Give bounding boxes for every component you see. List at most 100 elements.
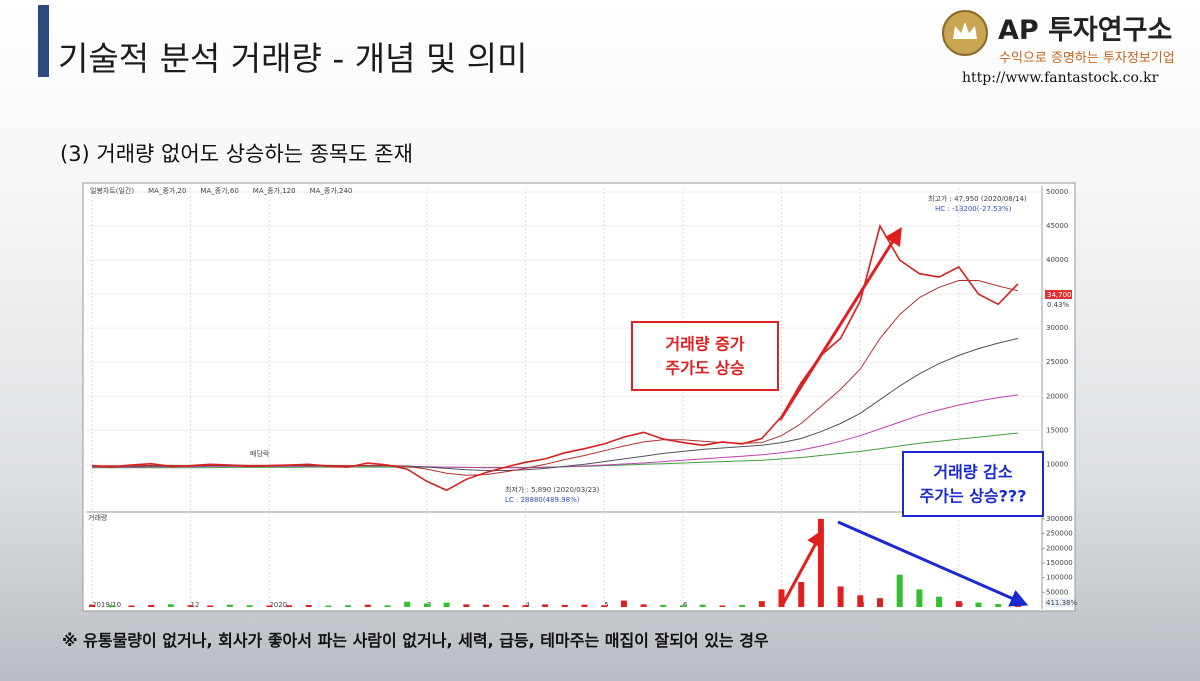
volume-bar [423, 603, 430, 607]
volume-bar [975, 602, 982, 607]
x-tick-label: 12 [191, 601, 200, 609]
volume-bar [857, 595, 864, 607]
chart-frame [82, 182, 1076, 612]
arrow [837, 520, 1029, 607]
volume-bar [522, 605, 529, 607]
volume-bar [778, 589, 785, 607]
callout-text: 거래량 감소 [933, 463, 1012, 482]
x-tick-label: 5 [604, 601, 608, 609]
x-tick-label: 2019/10 [92, 601, 121, 609]
chart-annotation: 최고가 : 47,950 (2020/08/14) [928, 194, 1027, 203]
y-tick-label: 30000 [1046, 324, 1068, 332]
volume-bar [758, 601, 765, 607]
logo-crown [953, 22, 977, 39]
y-tick-label: 25000 [1046, 358, 1068, 366]
volume-bar [502, 604, 509, 607]
chart-annotation: LC : 28880(489.98%) [505, 496, 580, 504]
chart-annotation: 배당락 [250, 449, 270, 458]
volume-bar [995, 604, 1002, 607]
chart-annotation: 최저가 : 5,890 (2020/03/23) [505, 485, 599, 494]
y-tick-label: 40000 [1046, 256, 1068, 264]
volume-bar [542, 604, 549, 607]
volume-bar [798, 582, 805, 607]
legend-label: 일봉차트(일간) [90, 186, 134, 195]
y-tick-label: 15000 [1046, 426, 1068, 434]
chart-annotation: 411.38% [1046, 599, 1077, 607]
volume-bar [620, 600, 627, 607]
callout-box [631, 321, 779, 391]
ratio-box [1045, 598, 1073, 607]
callout-box [902, 451, 1044, 517]
arrow [778, 226, 902, 421]
volume-bar [601, 605, 608, 607]
y-tick-label: 20000 [1046, 392, 1068, 400]
chart-annotation: HC : -13200(-27.53%) [935, 205, 1012, 213]
volume-bar [640, 604, 647, 607]
volume-tick-label: 250000 [1046, 530, 1073, 538]
logo-name: AP 투자연구소 [998, 15, 1173, 46]
volume-bar [108, 605, 115, 607]
y-tick-label: 10000 [1046, 460, 1068, 468]
volume-bar [660, 604, 667, 607]
volume-bar [148, 604, 155, 607]
volume-bar [305, 604, 312, 607]
volume-bar [404, 601, 411, 607]
arrow [781, 528, 824, 605]
volume-bar [680, 605, 686, 607]
chart-annotation: 34,700 [1047, 291, 1072, 299]
x-tick-label: 2020 [269, 601, 287, 609]
legend-label: MA_종가,120 [253, 186, 296, 195]
footnote: ※ 유통물량이 없거나, 회사가 좋아서 파는 사람이 없거나, 세력, 급등,… [62, 631, 769, 650]
volume-bar [167, 604, 174, 607]
volume-bar [483, 604, 489, 607]
volume-bar [739, 604, 746, 607]
volume-bar [581, 604, 588, 607]
logo-url: http://www.fantastock.co.kr [962, 70, 1159, 86]
volume-bar [719, 605, 726, 607]
volume-tick-label: 200000 [1046, 544, 1073, 552]
volume-bar [877, 598, 883, 607]
volume-bar [837, 586, 844, 607]
volume-bar [896, 574, 903, 607]
callout-text: 주가도 상승 [665, 359, 744, 378]
x-tick-label: 6 [683, 601, 688, 609]
volume-tick-label: 100000 [1046, 574, 1073, 582]
volume-bar [463, 604, 470, 607]
volume-bar [699, 604, 706, 607]
volume-bar [226, 604, 233, 607]
title-accent [38, 5, 49, 77]
volume-bar [345, 605, 352, 607]
x-tick-label: 4 [525, 601, 530, 609]
volume-bar [916, 589, 923, 607]
volume-bar [207, 605, 214, 607]
volume-bar [325, 605, 332, 607]
legend-label: MA_종가,60 [200, 186, 238, 195]
volume-bar [817, 518, 824, 607]
ma-line [92, 280, 1019, 476]
volume-title: 거래량 [88, 513, 108, 522]
y-tick-label: 45000 [1046, 222, 1068, 230]
volume-bar [384, 605, 391, 607]
chart-annotation: 0.43% [1047, 301, 1070, 309]
logo-icon [942, 10, 988, 56]
volume-bar [955, 601, 962, 607]
volume-bar [266, 605, 273, 607]
volume-tick-label: 150000 [1046, 559, 1073, 567]
subtitle: (3) 거래량 없어도 상승하는 종목도 존재 [60, 142, 413, 166]
price-box [1045, 290, 1072, 299]
volume-bar [561, 604, 568, 607]
callout-text: 거래량 증가 [665, 335, 744, 354]
volume-bar [443, 602, 450, 607]
volume-tick-label: 300000 [1046, 515, 1073, 523]
slide-title: 기술적 분석 거래량 - 개념 및 의미 [58, 39, 528, 78]
callout-text: 주가는 상승??? [919, 487, 1026, 506]
legend-label: MA_종가,20 [148, 186, 186, 195]
volume-bar [286, 605, 292, 607]
volume-bar [1014, 604, 1021, 607]
volume-bar [128, 605, 135, 607]
volume-bar [364, 604, 371, 607]
volume-bar [936, 596, 943, 607]
logo-tagline: 수익으로 증명하는 투자정보기업 [999, 51, 1175, 66]
